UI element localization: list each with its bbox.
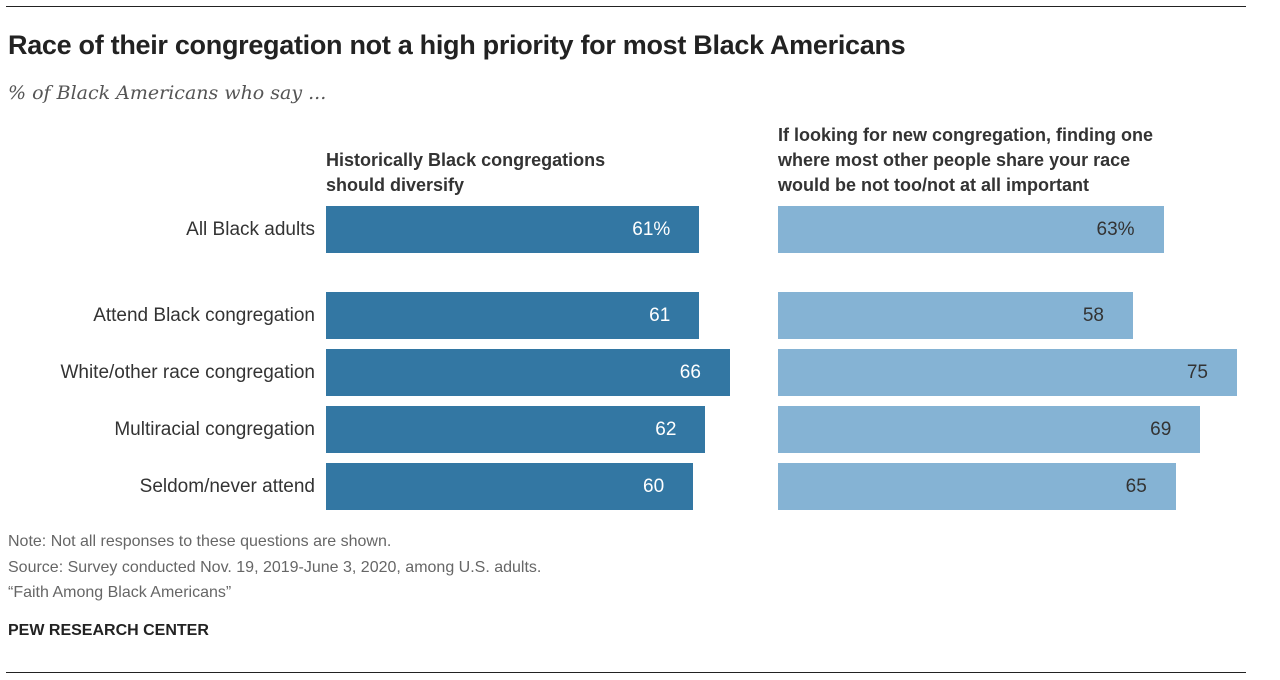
data-label: 75	[1186, 362, 1208, 383]
data-label: 58	[1082, 305, 1104, 326]
column-header-left: Historically Black congregations should …	[326, 148, 605, 198]
data-label: 63%	[1096, 219, 1135, 240]
bar	[326, 463, 694, 510]
header-line: If looking for new congregation, finding…	[778, 125, 1153, 145]
data-label: 65	[1125, 476, 1147, 497]
bar	[778, 206, 1164, 253]
column-header-right: If looking for new congregation, finding…	[778, 123, 1153, 198]
bar	[778, 349, 1237, 396]
chart-title: Race of their congregation not a high pr…	[8, 30, 906, 60]
source: Source: Survey conducted Nov. 19, 2019-J…	[8, 559, 542, 576]
category-label: Multiracial congregation	[114, 419, 315, 440]
category-label: Seldom/never attend	[139, 476, 315, 497]
header-line: should diversify	[326, 175, 465, 195]
category-label: All Black adults	[186, 219, 315, 240]
bar	[326, 406, 706, 453]
category-label: White/other race congregation	[60, 362, 315, 383]
report-title: “Faith Among Black Americans”	[8, 584, 232, 601]
top-rule	[6, 6, 1246, 7]
note: Note: Not all responses to these questio…	[8, 533, 392, 550]
bar	[778, 406, 1201, 453]
bar	[326, 292, 700, 339]
data-label: 69	[1150, 419, 1172, 440]
bar	[326, 349, 730, 396]
bar	[778, 292, 1133, 339]
data-label: 66	[679, 362, 701, 383]
data-label: 61%	[632, 219, 671, 240]
bottom-rule	[6, 672, 1246, 673]
header-line: would be not too/not at all important	[778, 175, 1089, 195]
chart-subtitle: % of Black Americans who say ...	[8, 82, 327, 104]
bar	[326, 206, 700, 253]
data-label: 60	[643, 476, 665, 497]
header-line: where most other people share your race	[778, 150, 1131, 170]
bar	[778, 463, 1176, 510]
header-line: Historically Black congregations	[326, 150, 606, 170]
category-label: Attend Black congregation	[93, 305, 315, 326]
pew-logo-text: PEW RESEARCH CENTER	[8, 622, 209, 639]
data-label: 62	[655, 419, 677, 440]
data-label: 61	[649, 305, 671, 326]
